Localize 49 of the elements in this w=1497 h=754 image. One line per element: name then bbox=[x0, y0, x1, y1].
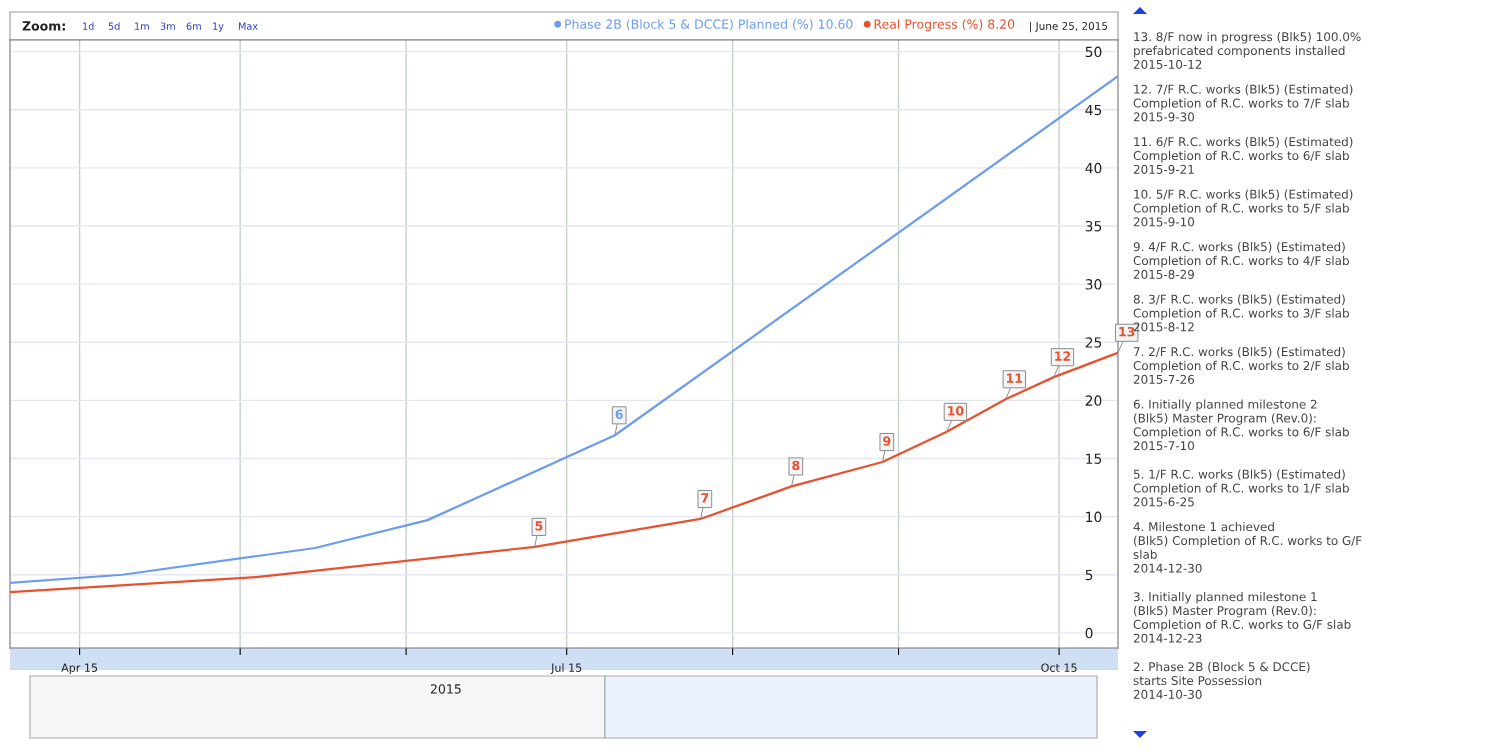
x-tick-label: Oct 15 bbox=[1041, 663, 1077, 672]
text: 3m bbox=[160, 22, 175, 30]
legend-label: Phase 2B (Block 5 & DCCE) Planned (%) 10.60 bbox=[565, 19, 853, 31]
annotation: 11 bbox=[1007, 373, 1023, 383]
line-series bbox=[10, 74, 1118, 585]
text: 4. Milestone 1 achieved (Blk5) Completion of R.C. works to G/F slab 2014-12-30 bbox=[1133, 522, 1362, 573]
text: Max bbox=[238, 22, 258, 30]
text: 12. 7/F R.C. works (Blk5) (Estimated) Completion of R.C. works to 7/F slab 2015-9-30 bbox=[1133, 84, 1353, 122]
text: 1y bbox=[213, 22, 224, 32]
text: 1d bbox=[83, 22, 94, 30]
y-tick-label: 35 bbox=[1085, 220, 1102, 232]
x-tick-label: Jul 15 bbox=[550, 663, 582, 674]
y-tick-label: 20 bbox=[1085, 395, 1102, 406]
text: 1m bbox=[135, 22, 149, 30]
text: 6. Initially planned milestone 2 (Blk5) Master Program (Rev.0): Completion of R.C. works to 6/F slab 2015-7-10 bbox=[1133, 399, 1349, 451]
annotation: 8 bbox=[792, 460, 800, 471]
text: Zoom: bbox=[22, 21, 65, 31]
annotation: 7 bbox=[701, 493, 709, 503]
annotation: 10 bbox=[948, 406, 964, 416]
annotation: 6 bbox=[615, 409, 623, 419]
y-tick-label: 40 bbox=[1085, 162, 1102, 174]
annotation: 12 bbox=[1055, 351, 1071, 361]
text: 7. 2/F R.C. works (Blk5) (Estimated) Completion of R.C. works to 2/F slab 2015-7-26 bbox=[1133, 347, 1349, 384]
text: 11. 6/F R.C. works (Blk5) (Estimated) Completion of R.C. works to 6/F slab 2015-9-21 bbox=[1133, 137, 1353, 174]
text: 2015 bbox=[430, 684, 461, 694]
y-tick-label: 0 bbox=[1085, 627, 1093, 639]
y-tick-label: 30 bbox=[1085, 279, 1102, 290]
annotation: 5 bbox=[535, 521, 543, 531]
x-tick-label: Apr 15 bbox=[61, 663, 98, 675]
text: 6m bbox=[186, 22, 201, 30]
y-tick-label: 25 bbox=[1085, 337, 1102, 348]
text: 10. 5/F R.C. works (Blk5) (Estimated) Completion of R.C. works to 5/F slab 2015-9-10 bbox=[1133, 189, 1353, 227]
text: 3. Initially planned milestone 1 (Blk5) Master Program (Rev.0): Completion of R.C. works to G/F slab 2014-12-23 bbox=[1133, 592, 1351, 643]
text: 9. 4/F R.C. works (Blk5) (Estimated) Completion of R.C. works to 4/F slab 2015-8-29 bbox=[1133, 242, 1349, 279]
text: 8. 3/F R.C. works (Blk5) (Estimated) Completion of R.C. works to 3/F slab 2015-8-12 bbox=[1133, 294, 1349, 332]
text: 5d bbox=[108, 22, 120, 30]
text: 2. Phase 2B (Block 5 & DCCE) starts Site Possession 2014-10-30 bbox=[1133, 662, 1310, 699]
y-tick-label: 5 bbox=[1085, 569, 1093, 581]
line-series bbox=[10, 351, 1118, 594]
y-tick-label: 10 bbox=[1086, 511, 1102, 523]
annotation: 9 bbox=[883, 436, 891, 446]
y-tick-label: 15 bbox=[1086, 453, 1102, 464]
y-tick-label: 50 bbox=[1085, 46, 1102, 58]
legend-label: Real Progress (%) 8.20 bbox=[874, 19, 1015, 32]
annotation: 13 bbox=[1119, 326, 1135, 337]
text: | June 25, 2015 bbox=[1030, 21, 1108, 33]
y-tick-label: 45 bbox=[1085, 104, 1102, 116]
text: 13. 8/F now in progress (Blk5) 100.0% prefabricated components installed 2015-10-12 bbox=[1133, 32, 1361, 69]
text: 5. 1/F R.C. works (Blk5) (Estimated) Completion of R.C. works to 1/F slab 2015-6-25 bbox=[1133, 469, 1349, 507]
